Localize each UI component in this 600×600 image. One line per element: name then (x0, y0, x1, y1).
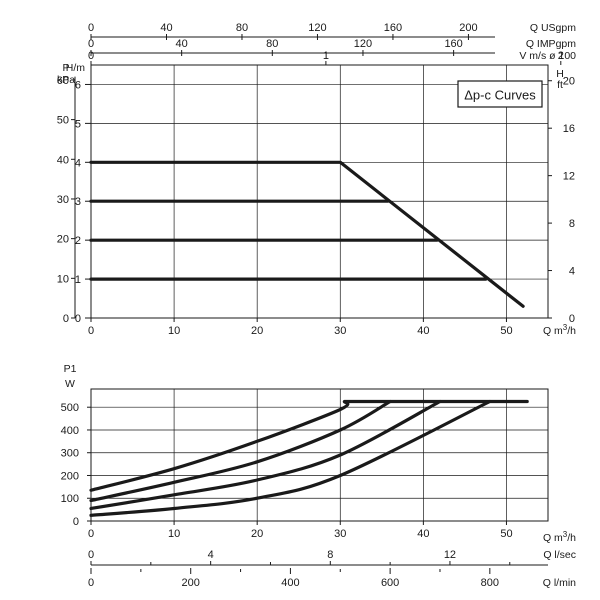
x-tick-label: 30 (334, 528, 346, 540)
impgpm-tick-label: 120 (354, 38, 372, 50)
x-axis-label: Q m3/h (543, 323, 576, 337)
x-tick-label: 50 (500, 528, 512, 540)
m-tick-label: 1 (75, 274, 81, 286)
usgpm-tick-label: 40 (160, 22, 172, 34)
ft-tick-label: 4 (569, 266, 575, 278)
x-tick-label: 20 (251, 325, 263, 337)
w-tick-label: 100 (61, 493, 79, 505)
power-curve-2m (89, 399, 442, 511)
kpa-tick-label: 0 (63, 313, 69, 325)
power-curve-3m (89, 399, 392, 503)
w-tick-label: 500 (61, 402, 79, 414)
ft-axis-label: H (556, 68, 564, 80)
lmin-tick-label: 400 (281, 577, 299, 589)
m-tick-label: 0 (75, 313, 81, 325)
m-tick-label: 5 (75, 118, 81, 130)
kpa-axis-label: kPa (57, 74, 75, 86)
plot-frame (90, 388, 549, 522)
head-curve-4m (89, 160, 525, 308)
lmin-tick-label: 0 (88, 577, 94, 589)
velocity-tick-label: 2 (558, 50, 564, 62)
lsec-axis-label: Q l/sec (543, 549, 576, 561)
ft-tick-label: 0 (569, 313, 575, 325)
legend-box: Δp-c Curves (457, 80, 543, 108)
chart-title: Δp-c Curves (464, 88, 536, 103)
impgpm-tick-label: 0 (88, 38, 94, 50)
lsec-tick-label: 8 (327, 549, 333, 561)
w-tick-label: 200 (61, 470, 79, 482)
usgpm-tick-label: 200 (459, 22, 477, 34)
lmin-axis-label: Q l/min (543, 577, 576, 589)
velocity-axis-label: V m/s ø 100 (519, 50, 576, 62)
lmin-tick-label: 800 (481, 577, 499, 589)
kpa-tick-label: 20 (57, 234, 69, 246)
x-tick-label: 30 (334, 325, 346, 337)
impgpm-axis-label: Q IMPgpm (526, 38, 576, 50)
p1-axis-title: P1 (64, 363, 77, 375)
kpa-tick-label: 50 (57, 115, 69, 127)
lmin-tick-label: 600 (381, 577, 399, 589)
usgpm-tick-label: 120 (308, 22, 326, 34)
x-tick-label: 10 (168, 528, 180, 540)
lsec-tick-label: 0 (88, 549, 94, 561)
velocity-tick-label: 1 (323, 50, 329, 62)
power-curve-1m (89, 399, 492, 517)
impgpm-tick-label: 160 (444, 38, 462, 50)
ft-tick-label: 20 (563, 76, 575, 88)
ft-tick-label: 8 (569, 218, 575, 230)
lsec-tick-label: 12 (444, 549, 456, 561)
impgpm-tick-label: 40 (176, 38, 188, 50)
x-tick-label: 40 (417, 528, 429, 540)
x-tick-label: 50 (500, 325, 512, 337)
power-chart: 0 100 200 300 400 500 P1 W 0 10 20 30 40 50 Q m3/h 0 4 8 1… (61, 363, 577, 589)
m-tick-label: 4 (75, 157, 81, 169)
usgpm-tick-label: 0 (88, 22, 94, 34)
kpa-tick-label: 30 (57, 194, 69, 206)
ft-tick-label: 16 (563, 123, 575, 135)
m-tick-label: 2 (75, 235, 81, 247)
usgpm-axis-label: Q USgpm (530, 22, 576, 34)
w-tick-label: 400 (61, 425, 79, 437)
m-axis-label: H/m (66, 62, 86, 74)
usgpm-tick-label: 80 (236, 22, 248, 34)
lmin-tick-label: 200 (182, 577, 200, 589)
velocity-tick-label: 0 (88, 50, 94, 62)
w-axis-label: W (65, 378, 75, 390)
kpa-tick-label: 40 (57, 154, 69, 166)
usgpm-tick-label: 160 (384, 22, 402, 34)
kpa-tick-label: 10 (57, 273, 69, 285)
kpa-tick-label: 60 (57, 75, 69, 87)
x-axis-label: Q m3/h (543, 530, 576, 544)
x-tick-label: 0 (88, 325, 94, 337)
x-tick-label: 10 (168, 325, 180, 337)
ft-axis-unit: ft (557, 79, 563, 91)
x-tick-label: 20 (251, 528, 263, 540)
w-tick-label: 300 (61, 448, 79, 460)
x-tick-label: 40 (417, 325, 429, 337)
legend-frame (457, 80, 543, 108)
lsec-tick-label: 4 (208, 549, 214, 561)
m-tick-label: 6 (75, 79, 81, 91)
x-tick-label: 0 (88, 528, 94, 540)
plot-frame (90, 64, 549, 319)
m-tick-label: 3 (75, 196, 81, 208)
kpa-axis-title: P (62, 62, 69, 74)
impgpm-tick-label: 80 (266, 38, 278, 50)
w-tick-label: 0 (73, 516, 79, 528)
power-curve-4m (89, 399, 529, 492)
ft-tick-label: 12 (563, 171, 575, 183)
